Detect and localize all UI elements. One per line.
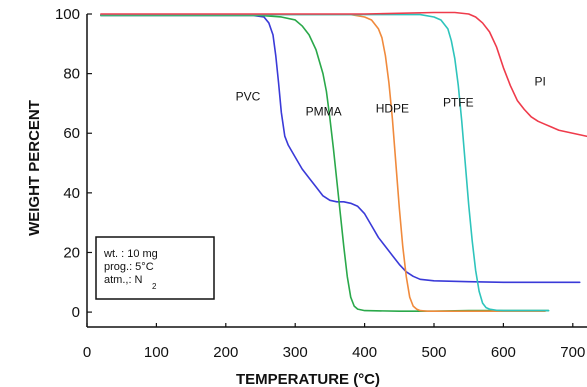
x-axis-title: TEMPERATURE (°C) (236, 371, 380, 387)
x-tick-label: 400 (352, 344, 377, 361)
series-line-pmma (100, 14, 550, 312)
series-line-pvc (100, 14, 581, 284)
series-line-hdpe (100, 13, 546, 312)
series-labels: PVC PMMA HDPE PTFE PI (236, 75, 546, 119)
y-tick-label: 100 (55, 6, 80, 23)
series-lines (100, 11, 587, 312)
y-tick-label: 60 (63, 125, 80, 142)
annotation-weight: wt. : 10 mg (103, 248, 158, 260)
x-tick-label: 200 (213, 344, 238, 361)
x-tick-label: 100 (144, 344, 169, 361)
x-tick-label: 300 (283, 344, 308, 361)
series-line-ptfe (100, 13, 550, 312)
x-tick-label: 700 (560, 344, 585, 361)
y-axis-title: WEIGHT PERCENT (26, 100, 43, 236)
annotation-program: prog.: 5°C (104, 261, 154, 273)
annotation-box: wt. : 10 mg prog.: 5°C atm.,: N 2 (95, 236, 215, 300)
series-line-pi (100, 11, 587, 138)
series-label-ptfe: PTFE (443, 95, 474, 109)
x-tick-label: 500 (421, 344, 446, 361)
y-tick-label: 40 (63, 185, 80, 202)
series-label-pvc: PVC (236, 89, 261, 103)
annotation-atmosphere: atm.,: N (104, 274, 143, 286)
series-label-hdpe: HDPE (376, 101, 409, 115)
x-tick-label: 0 (83, 344, 91, 361)
x-tick-label: 600 (491, 344, 516, 361)
y-tick-label: 20 (63, 244, 80, 261)
annotation-box-border (95, 236, 215, 300)
series-label-pi: PI (535, 75, 546, 89)
y-ticks: 0 20 40 60 80 100 (55, 6, 92, 321)
annotation-atmosphere-subscript: 2 (152, 282, 157, 291)
y-tick-label: 0 (72, 304, 80, 321)
y-tick-label: 80 (63, 66, 80, 83)
x-ticks: 0 100 200 300 400 500 600 700 (83, 323, 585, 361)
series-label-pmma: PMMA (306, 104, 342, 118)
